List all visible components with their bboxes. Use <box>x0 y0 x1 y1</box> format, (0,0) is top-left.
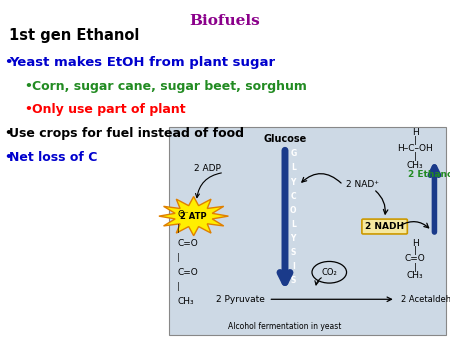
Text: •: • <box>4 56 13 69</box>
Text: S: S <box>291 248 296 257</box>
Text: G: G <box>290 149 297 158</box>
Text: |: | <box>414 152 417 161</box>
Text: I: I <box>292 262 295 271</box>
Text: C=O: C=O <box>177 239 198 248</box>
Text: L: L <box>291 163 296 172</box>
Text: CO₂: CO₂ <box>321 268 337 277</box>
Text: Net loss of C: Net loss of C <box>9 151 97 164</box>
Text: 2 Pyruvate: 2 Pyruvate <box>216 295 265 304</box>
Text: |: | <box>414 263 417 271</box>
Text: H–C–OH: H–C–OH <box>397 144 433 153</box>
Text: •: • <box>4 127 13 140</box>
Text: 2 NADH: 2 NADH <box>365 222 404 231</box>
Text: •: • <box>4 151 13 164</box>
Text: •: • <box>25 103 32 116</box>
Text: O⁻: O⁻ <box>177 210 189 219</box>
Text: 2 ATP: 2 ATP <box>180 212 207 221</box>
Text: H: H <box>412 239 418 248</box>
Text: 2 Ethanol: 2 Ethanol <box>408 170 450 179</box>
Text: S: S <box>291 276 296 286</box>
Text: •: • <box>25 80 32 93</box>
Polygon shape <box>159 196 229 236</box>
Text: CH₃: CH₃ <box>177 297 194 306</box>
Text: C=O: C=O <box>405 254 425 263</box>
Text: Alcohol fermentation in yeast: Alcohol fermentation in yeast <box>228 322 342 331</box>
Text: |: | <box>177 282 180 291</box>
Text: 2 Acetaldehyde: 2 Acetaldehyde <box>401 295 450 304</box>
Ellipse shape <box>312 262 346 283</box>
Text: Only use part of plant: Only use part of plant <box>32 103 185 116</box>
Text: L: L <box>291 220 296 229</box>
Text: O: O <box>290 206 297 215</box>
Text: |: | <box>177 253 180 262</box>
Text: Y: Y <box>291 177 296 187</box>
FancyBboxPatch shape <box>362 219 407 234</box>
Text: C=O: C=O <box>177 268 198 277</box>
Text: |: | <box>414 136 417 145</box>
Text: H: H <box>412 128 418 138</box>
Text: Biofuels: Biofuels <box>189 14 261 27</box>
Text: Glucose: Glucose <box>263 134 306 144</box>
Text: Corn, sugar cane, sugar beet, sorghum: Corn, sugar cane, sugar beet, sorghum <box>32 80 306 93</box>
Text: Y: Y <box>291 234 296 243</box>
Text: CH₃: CH₃ <box>407 271 423 280</box>
Text: CH₃: CH₃ <box>407 161 423 170</box>
Text: |: | <box>414 246 417 255</box>
Text: C: C <box>291 192 296 201</box>
Text: 2 NAD⁺: 2 NAD⁺ <box>346 180 379 190</box>
FancyBboxPatch shape <box>169 127 446 335</box>
Text: Use crops for fuel instead of food: Use crops for fuel instead of food <box>9 127 244 140</box>
Text: |: | <box>177 224 180 233</box>
Text: Yeast makes EtOH from plant sugar: Yeast makes EtOH from plant sugar <box>9 56 275 69</box>
Text: 2 ADP: 2 ADP <box>194 164 221 173</box>
Text: 1st gen Ethanol: 1st gen Ethanol <box>9 28 140 43</box>
